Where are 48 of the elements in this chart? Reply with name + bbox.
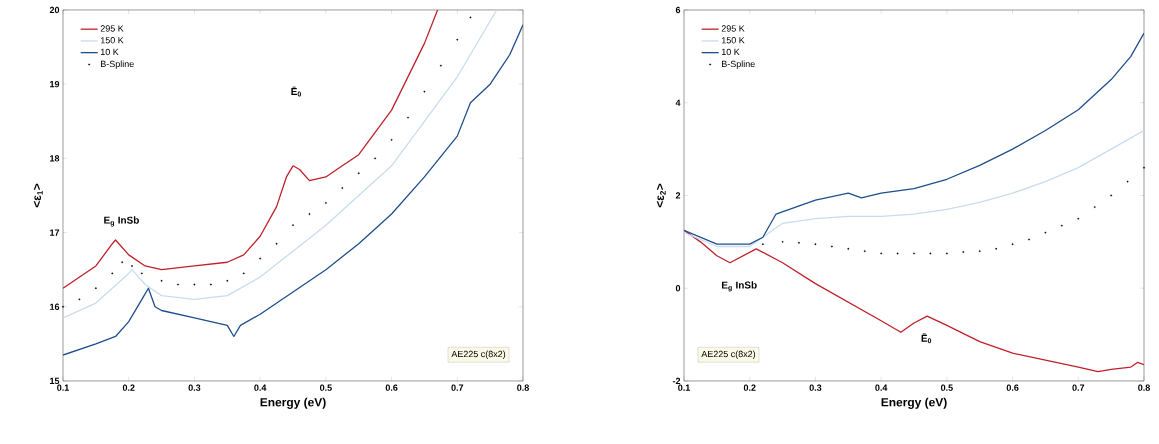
line-series xyxy=(684,32,1145,245)
x-tick-label: 0.2 xyxy=(743,384,756,391)
x-tick-label: 0.8 xyxy=(1138,384,1150,391)
y-tick-label: 19 xyxy=(50,81,60,88)
legend-label: 150 K xyxy=(100,37,124,44)
x-tick-label: 0.3 xyxy=(809,384,822,391)
annotation: Ē$_{0}$ xyxy=(921,333,932,344)
legend-label: 295 K xyxy=(721,25,745,32)
x-tick-label: 0.4 xyxy=(254,384,267,391)
y-tick-label: 15 xyxy=(50,377,60,385)
x-tick-label: 0.4 xyxy=(875,384,888,391)
x-tick-label: 0.5 xyxy=(320,384,332,391)
annotation: Ē$_{0}$ xyxy=(291,86,301,97)
x-tick-label: 0.3 xyxy=(188,384,201,391)
y-tick-label: -2 xyxy=(672,377,681,385)
x-tick-label: 0.6 xyxy=(385,384,398,391)
y-tick-label: 17 xyxy=(50,229,60,236)
y-axis-title: <ε$_{1}$> xyxy=(33,183,43,208)
y-tick-label: 6 xyxy=(675,6,681,14)
y-tick-label: 2 xyxy=(675,192,681,199)
y-tick-label: 4 xyxy=(675,99,681,106)
y-tick-label: 18 xyxy=(50,155,60,162)
x-tick-label: 0.1 xyxy=(57,384,69,391)
annotation: AE225 c(8x2) xyxy=(701,350,756,359)
line-series xyxy=(63,9,498,319)
annotation: E$_{g}$ InSb xyxy=(104,216,139,227)
y-tick-label: 16 xyxy=(50,303,60,310)
y-tick-label: 20 xyxy=(49,6,60,14)
x-tick-label: 0.7 xyxy=(1072,384,1085,391)
line-series xyxy=(684,129,1145,248)
legend-label: B-Spline xyxy=(722,60,755,69)
annotation: AE225 c(8x2) xyxy=(451,350,506,359)
x-tick-label: 0.8 xyxy=(517,384,529,391)
x-tick-label: 0.2 xyxy=(122,384,135,391)
y-tick-label: 0 xyxy=(675,285,681,292)
x-tick-label: 0.5 xyxy=(941,384,953,391)
x-axis-title: Energy (eV) xyxy=(881,397,947,409)
legend-label: 295 K xyxy=(100,25,124,32)
legend-label: B-Spline xyxy=(101,60,134,69)
legend-label: 150 K xyxy=(721,37,745,44)
y-axis-title: <ε$_{2}$> xyxy=(656,183,666,208)
annotation: E$_{g}$ InSb xyxy=(722,281,757,292)
x-tick-label: 0.1 xyxy=(678,384,690,391)
x-tick-label: 0.7 xyxy=(451,384,464,391)
x-axis-title: Energy (eV) xyxy=(260,397,326,409)
legend-label: 10 K xyxy=(721,48,740,56)
x-tick-label: 0.6 xyxy=(1006,384,1019,391)
legend-label: 10 K xyxy=(100,48,119,56)
